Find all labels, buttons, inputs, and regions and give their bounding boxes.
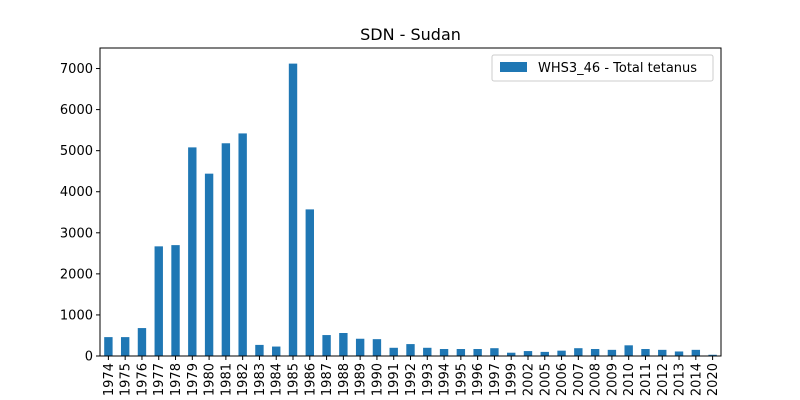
bar-1978	[171, 245, 180, 356]
bar-1987	[322, 335, 331, 356]
x-tick-label: 1993	[421, 363, 436, 396]
x-tick-label: 2005	[538, 363, 553, 396]
x-tick-label: 1989	[354, 363, 369, 396]
bar-1991	[389, 347, 398, 356]
x-tick-label: 2010	[622, 363, 637, 396]
bar-2014	[691, 349, 701, 356]
x-tick-label: 1995	[454, 363, 469, 396]
x-tick-label: 1988	[337, 363, 352, 396]
bar-1976	[137, 328, 147, 356]
legend-label: WHS3_46 - Total tetanus	[538, 61, 697, 76]
y-tick-label: 2000	[60, 267, 93, 282]
bar-1994	[439, 349, 449, 356]
x-tick-label: 2007	[572, 363, 587, 396]
x-tick-label: 1999	[505, 363, 520, 396]
bar-1986	[305, 209, 314, 356]
y-tick-label: 5000	[60, 144, 93, 159]
x-axis: 1974 1975 1976 1977 1978 1979 1980 1981 1982 1983…	[102, 356, 721, 396]
x-tick-label: 1976	[135, 363, 150, 396]
x-tick-label: 2020	[706, 363, 721, 396]
x-tick-label: 1986	[303, 363, 318, 396]
x-tick-label: 1979	[186, 363, 201, 396]
y-tick-label: 1000	[60, 308, 93, 323]
bar-1984	[272, 346, 281, 356]
x-tick-label: 2011	[639, 363, 654, 396]
bar-1992	[406, 344, 415, 356]
x-tick-label: 1991	[387, 363, 402, 396]
x-tick-label: 2014	[689, 363, 704, 396]
bar-1983	[255, 344, 264, 356]
x-tick-label: 1992	[404, 363, 419, 396]
x-tick-label: 1980	[203, 363, 218, 396]
bar-1988	[339, 333, 348, 356]
y-tick-label: 7000	[60, 62, 93, 77]
x-tick-label: 1977	[152, 363, 167, 396]
x-tick-label: 1997	[488, 363, 503, 396]
bar-2008	[590, 349, 600, 356]
plot-frame	[99, 47, 722, 357]
x-tick-label: 1974	[102, 363, 117, 396]
bar-2006	[557, 350, 566, 356]
bar-2005	[540, 351, 549, 356]
x-tick-label: 1983	[253, 363, 268, 396]
x-tick-label: 2008	[589, 363, 604, 396]
legend: WHS3_46 - Total tetanus	[491, 54, 714, 82]
x-tick-label: 1990	[370, 363, 385, 396]
bar-2011	[641, 349, 650, 356]
bar-1982	[238, 133, 247, 356]
bar-1979	[188, 147, 197, 356]
bar-1999	[507, 352, 516, 356]
bar-1990	[372, 339, 382, 356]
x-tick-label: 2002	[521, 363, 536, 396]
bar-1997	[490, 348, 499, 356]
x-tick-label: 2009	[605, 363, 620, 396]
x-tick-label: 1975	[119, 363, 134, 396]
x-tick-label: 1982	[236, 363, 251, 396]
bar-2007	[574, 348, 583, 356]
x-tick-label: 1994	[438, 363, 453, 396]
bar-1996	[473, 349, 482, 356]
y-tick-label: 3000	[60, 226, 93, 241]
bar-2002	[523, 351, 533, 356]
x-tick-label: 1987	[320, 363, 335, 396]
x-tick-label: 1978	[169, 363, 184, 396]
x-tick-label: 1985	[287, 363, 302, 396]
x-tick-label: 1984	[270, 363, 285, 396]
bar-2020	[708, 354, 717, 356]
y-tick-label: 4000	[60, 185, 93, 200]
x-tick-label: 1996	[471, 363, 486, 396]
bar-2009	[607, 349, 617, 356]
chart-title: SDN - Sudan	[360, 25, 461, 44]
bar-1975	[120, 337, 130, 356]
bar-1995	[456, 349, 466, 356]
bar-1981	[221, 143, 231, 356]
bar-2010	[624, 345, 633, 356]
bar-1977	[154, 246, 163, 356]
bar-2012	[658, 349, 667, 356]
bar-1989	[355, 338, 365, 356]
bar-1980	[204, 173, 214, 356]
x-tick-label: 2006	[555, 363, 570, 396]
y-axis: 0 1000 2000 3000 4000 5000 6000 7000	[60, 62, 100, 365]
legend-box	[491, 54, 714, 82]
bar-2013	[674, 351, 684, 356]
y-tick-label: 6000	[60, 103, 93, 118]
x-tick-label: 2012	[656, 363, 671, 396]
legend-swatch	[500, 62, 527, 72]
x-tick-label: 2013	[673, 363, 688, 396]
plot-area	[104, 63, 717, 357]
bar-1985	[288, 63, 298, 357]
bar-1993	[423, 347, 432, 356]
x-tick-label: 1981	[219, 363, 234, 396]
y-tick-label: 0	[85, 350, 93, 365]
bar-1974	[104, 337, 113, 356]
